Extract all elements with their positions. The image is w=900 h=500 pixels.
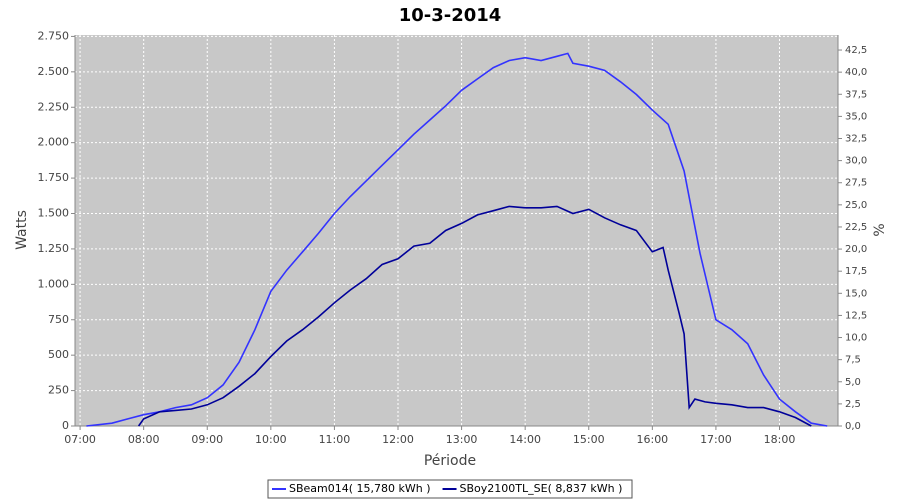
y2-tick-label: 37,5: [845, 89, 867, 100]
x-tick-label: 13:00: [446, 433, 478, 446]
y2-axis-title: %: [872, 223, 888, 236]
x-tick-label: 09:00: [191, 433, 223, 446]
y2-tick-label: 40,0: [845, 67, 867, 78]
x-axis-title: Période: [424, 453, 476, 469]
x-tick-label: 10:00: [255, 433, 287, 446]
y-tick-label: 2.000: [38, 136, 70, 149]
y2-tick-label: 42,5: [845, 45, 867, 56]
series-line: [137, 205, 812, 427]
y-tick-label: 750: [48, 313, 69, 326]
y2-tick-label: 5,0: [845, 377, 861, 388]
y-tick-label: 1.000: [38, 277, 70, 290]
y2-tick-label: 20,0: [845, 244, 867, 255]
series-line: [86, 52, 828, 427]
x-tick-label: 17:00: [700, 433, 732, 446]
x-tick-label: 07:00: [64, 433, 96, 446]
x-tick-label: 18:00: [764, 433, 796, 446]
x-tick-label: 16:00: [636, 433, 668, 446]
y2-tick-label: 7,5: [845, 355, 861, 366]
y2-tick-label: 25,0: [845, 200, 867, 211]
legend-label: SBoy2100TL_SE( 8,837 kWh ): [460, 482, 623, 495]
x-tick-label: 08:00: [128, 433, 160, 446]
y2-tick-label: 17,5: [845, 266, 867, 277]
y-tick-label: 1.500: [38, 207, 70, 220]
x-tick-label: 14:00: [509, 433, 541, 446]
y-tick-label: 2.750: [38, 29, 70, 42]
y2-tick-label: 22,5: [845, 222, 867, 233]
x-tick-label: 12:00: [382, 433, 414, 446]
y-tick-label: 250: [48, 384, 69, 397]
y2-tick-label: 15,0: [845, 288, 867, 299]
x-tick-label: 15:00: [573, 433, 605, 446]
y2-tick-label: 2,5: [845, 399, 861, 410]
legend-label: SBeam014( 15,780 kWh ): [289, 482, 431, 495]
plot-area: [75, 35, 838, 426]
y-tick-label: 500: [48, 348, 69, 361]
y-axis-title: Watts: [14, 210, 30, 250]
x-tick-label: 11:00: [319, 433, 351, 446]
y2-tick-label: 32,5: [845, 134, 867, 145]
y-tick-label: 2.250: [38, 100, 70, 113]
y2-tick-label: 0,0: [845, 421, 861, 432]
y-tick-label: 0: [62, 419, 69, 432]
y-tick-label: 1.750: [38, 171, 70, 184]
y2-tick-label: 10,0: [845, 333, 867, 344]
y2-tick-label: 27,5: [845, 178, 867, 189]
y2-tick-label: 35,0: [845, 111, 867, 122]
y-tick-label: 1.250: [38, 242, 70, 255]
y-tick-label: 2.500: [38, 65, 70, 78]
y2-tick-label: 12,5: [845, 310, 867, 321]
y2-tick-label: 30,0: [845, 156, 867, 167]
chart-title: 10-3-2014: [399, 5, 502, 26]
